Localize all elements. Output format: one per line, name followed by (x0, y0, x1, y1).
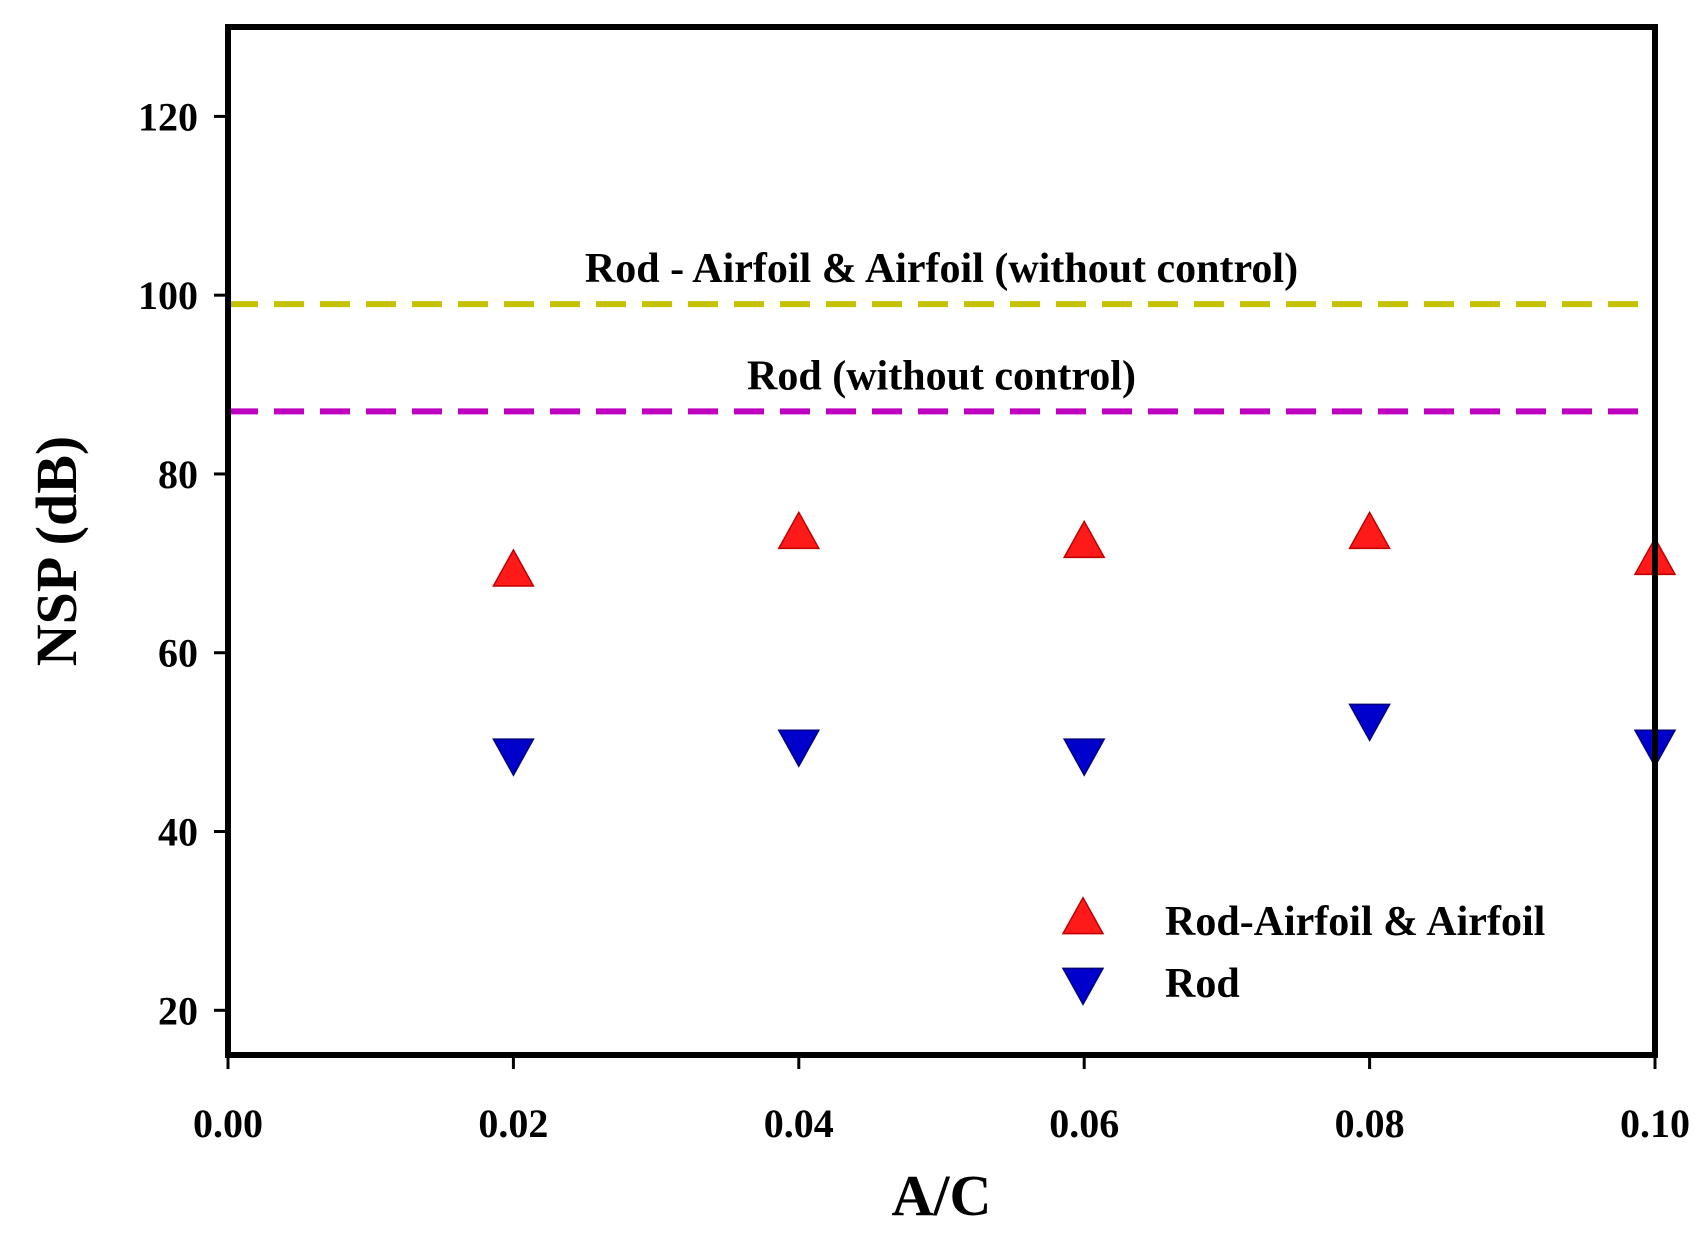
data-points (492, 510, 1677, 777)
y-tick-label: 40 (158, 810, 198, 855)
legend-label: Rod (1165, 961, 1240, 1007)
rod-airfoil-point (777, 510, 821, 550)
x-axis-title: A/C (892, 1163, 992, 1228)
reference-lines (228, 301, 1655, 415)
rod-airfoil-point (492, 548, 535, 587)
reference-line-labels: Rod - Airfoil & Airfoil (without control… (585, 246, 1298, 399)
legend-label: Rod-Airfoil & Airfoil (1165, 899, 1545, 945)
plot-frame (225, 24, 1658, 1058)
y-tick-label: 120 (138, 94, 198, 139)
x-tick-label: 0.02 (478, 1101, 548, 1146)
x-axis-ticks: 0.00 0.02 0.04 0.06 0.08 0.10 (193, 1055, 1690, 1146)
y-axis-ticks: 20 40 60 80 100 120 (138, 94, 228, 1033)
x-tick-label: 0.10 (1620, 1101, 1690, 1146)
rod-point (1348, 703, 1391, 742)
y-tick-label: 20 (158, 988, 198, 1033)
rod-airfoil-point (1348, 510, 1391, 550)
y-axis-title: NSP (dB) (24, 436, 89, 666)
y-tick-label: 100 (138, 273, 198, 318)
rod-airfoil-point (1062, 519, 1106, 559)
legend-marker (1061, 896, 1105, 935)
reference-line-label: Rod - Airfoil & Airfoil (without control… (585, 246, 1298, 292)
legend: Rod-Airfoil & Airfoil Rod (1061, 896, 1545, 1007)
y-tick-label: 80 (158, 452, 198, 497)
rod-point (777, 729, 821, 768)
reference-line-label: Rod (without control) (747, 353, 1136, 399)
y-tick-label: 60 (158, 631, 198, 676)
legend-marker (1061, 967, 1105, 1006)
rod-point (1062, 738, 1106, 777)
rod-point (492, 738, 535, 777)
x-tick-label: 0.06 (1049, 1101, 1119, 1146)
x-tick-label: 0.00 (193, 1101, 263, 1146)
x-tick-label: 0.04 (764, 1101, 834, 1146)
x-tick-label: 0.08 (1335, 1101, 1405, 1146)
